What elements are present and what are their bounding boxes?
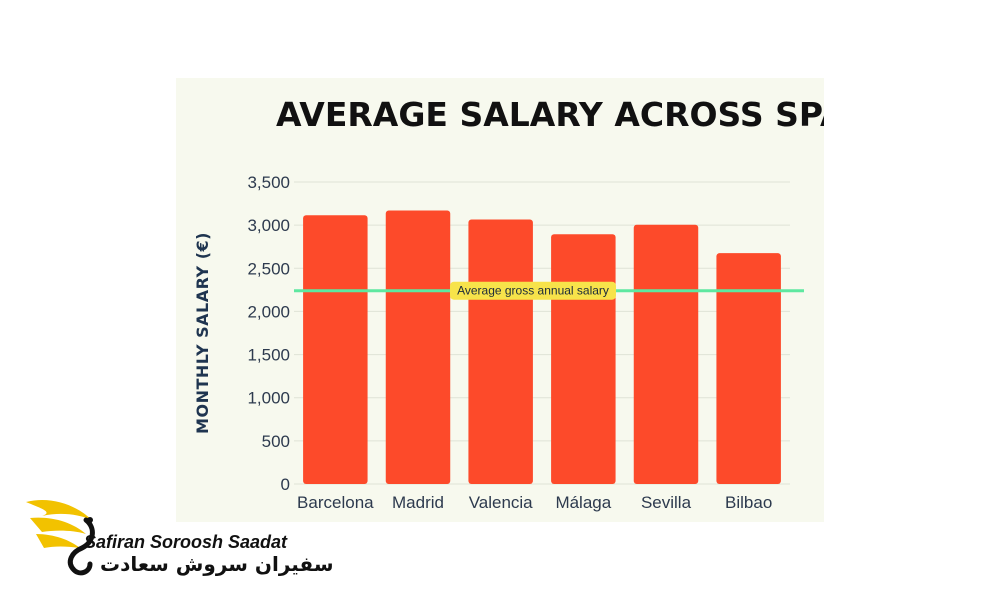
bars bbox=[303, 210, 781, 484]
wing-logo-icon bbox=[26, 500, 95, 576]
bar bbox=[716, 253, 781, 484]
y-axis-ticks: 0 500 1,000 1,500 2,000 2,500 3,000 3,500 bbox=[247, 173, 290, 494]
x-tick-label: Málaga bbox=[555, 493, 611, 512]
reference-label-badge bbox=[450, 281, 616, 300]
bar bbox=[385, 210, 451, 484]
chart-panel: AVERAGE SALARY ACROSS SPAIN MONTHLY SALA… bbox=[176, 78, 824, 522]
y-tick-label: 3,500 bbox=[247, 173, 290, 192]
x-tick-label: Madrid bbox=[392, 493, 444, 512]
bar bbox=[303, 215, 368, 484]
x-tick-label: Valencia bbox=[469, 493, 533, 512]
y-tick-label: 1,000 bbox=[247, 389, 290, 408]
y-tick-label: 2,000 bbox=[247, 302, 290, 321]
bar-chart: AVERAGE SALARY ACROSS SPAIN MONTHLY SALA… bbox=[193, 95, 824, 512]
bar bbox=[551, 234, 616, 484]
x-tick-label: Bilbao bbox=[725, 493, 772, 512]
y-tick-label: 500 bbox=[262, 432, 290, 451]
bar bbox=[468, 219, 533, 484]
bar bbox=[633, 224, 699, 484]
x-axis-ticks: Barcelona Madrid Valencia Málaga Sevilla Bilb… bbox=[297, 493, 772, 512]
reference-line-group: Average gross annual salary bbox=[294, 281, 804, 300]
brand-name-english: Safiran Soroosh Saadat bbox=[84, 532, 288, 552]
y-tick-label: 0 bbox=[281, 475, 290, 494]
y-tick-label: 1,500 bbox=[247, 346, 290, 365]
gridlines bbox=[294, 181, 790, 485]
reference-line-label: Average gross annual salary bbox=[457, 284, 609, 298]
y-axis-label: MONTHLY SALARY (€) bbox=[193, 232, 212, 434]
x-tick-label: Barcelona bbox=[297, 493, 374, 512]
brand-logo: Safiran Soroosh Saadat سفیران سروش سعادت bbox=[20, 490, 334, 580]
chart-title: AVERAGE SALARY ACROSS SPAIN bbox=[276, 95, 824, 134]
y-tick-label: 2,500 bbox=[247, 259, 290, 278]
x-tick-label: Sevilla bbox=[641, 493, 692, 512]
brand-name-persian: سفیران سروش سعادت bbox=[100, 552, 334, 576]
y-tick-label: 3,000 bbox=[247, 216, 290, 235]
